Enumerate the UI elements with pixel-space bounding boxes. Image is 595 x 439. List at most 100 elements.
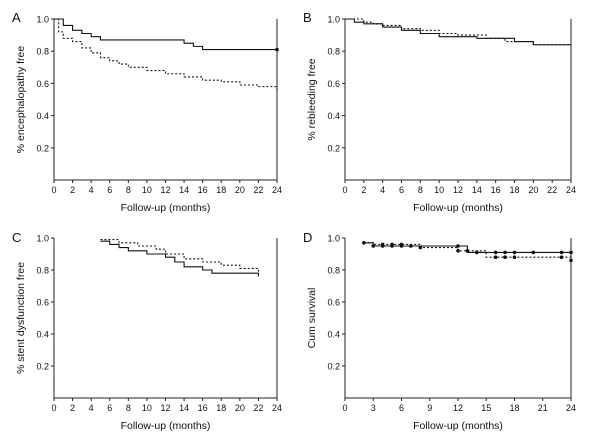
x-tick-label: 8 — [418, 185, 423, 195]
x-tick-label: 0 — [51, 403, 56, 413]
y-tick-label: 0.4 — [36, 330, 49, 340]
survival-curve-solid — [54, 18, 277, 51]
censor-marker — [399, 242, 404, 247]
censor-marker — [493, 255, 498, 259]
x-tick-label: 6 — [107, 185, 112, 195]
x-tick-label: 9 — [427, 403, 432, 413]
x-tick-label: 14 — [472, 185, 482, 195]
x-tick-label: 14 — [179, 185, 189, 195]
x-tick-label: 24 — [272, 185, 282, 195]
x-tick-label: 2 — [361, 185, 366, 195]
x-tick-label: 8 — [126, 403, 131, 413]
censor-marker — [531, 250, 536, 255]
y-tick-label: 0.6 — [327, 298, 340, 308]
censor-marker — [418, 245, 423, 250]
censor-marker — [275, 47, 279, 52]
y-axis-title: % encephalopathy free — [15, 46, 27, 154]
x-tick-label: 4 — [380, 185, 385, 195]
y-tick-label: 0.8 — [36, 47, 49, 57]
panel-a: A0 2 4 6 8 10 12 14 16 18 20 22 240.20.40.60.81.0Fol… — [12, 10, 282, 214]
x-tick-label: 16 — [491, 185, 501, 195]
x-tick-label: 22 — [253, 403, 263, 413]
censor-marker — [390, 242, 394, 247]
x-tick-label: 15 — [481, 403, 491, 413]
x-tick-label: 10 — [142, 403, 152, 413]
panel-d: D 0 3 6 9 12 15 18 21 24 0.2 0.4 0.6 0.8 1.0 Follow-up … — [303, 230, 576, 432]
censor-marker — [503, 250, 507, 255]
y-tick-label: 0.4 — [327, 330, 340, 340]
x-tick-label: 3 — [371, 403, 376, 413]
x-tick-label: 20 — [235, 403, 245, 413]
censor-marker — [569, 250, 573, 255]
panel-label: D — [303, 230, 312, 245]
censor-marker — [456, 244, 460, 248]
censor-marker — [475, 250, 479, 255]
x-axis-title: Follow-up (months) — [121, 202, 211, 214]
panel-b: B0 2 4 6 8 10 12 14 16 18 20 22 240.20.40.60.81.0Fol… — [303, 10, 576, 214]
x-tick-label: 20 — [235, 185, 245, 195]
x-tick-label: 10 — [142, 185, 152, 195]
y-tick-label: 0.4 — [327, 111, 340, 121]
x-tick-label: 24 — [566, 403, 576, 413]
x-tick-label: 24 — [272, 403, 282, 413]
x-tick-label: 18 — [509, 185, 519, 195]
censor-marker — [512, 250, 517, 255]
y-tick-label: 1.0 — [36, 234, 49, 244]
x-tick-label: 2 — [70, 185, 75, 195]
y-tick-label: 0.2 — [327, 362, 340, 372]
panel-label: C — [12, 230, 21, 245]
censor-marker — [409, 244, 413, 248]
panel-label: B — [303, 10, 312, 25]
x-tick-label: 22 — [547, 185, 557, 195]
x-tick-label: 8 — [126, 185, 131, 195]
x-tick-label: 12 — [160, 403, 170, 413]
x-axis-title: Follow-up (months) — [413, 420, 503, 432]
x-tick-label: 22 — [253, 185, 263, 195]
y-tick-label: 0.8 — [36, 266, 49, 276]
x-tick-label: 0 — [51, 185, 56, 195]
x-tick-label: 0 — [342, 185, 347, 195]
survival-curve-solid — [345, 18, 571, 46]
censor-marker — [362, 241, 366, 245]
censor-marker — [371, 244, 376, 248]
survival-curve-solid — [100, 240, 259, 277]
survival-curve-dotted — [345, 18, 571, 46]
x-tick-label: 18 — [216, 185, 226, 195]
y-axis-title: Cum survival — [306, 288, 318, 349]
x-tick-label: 6 — [399, 185, 404, 195]
censor-marker — [559, 250, 564, 255]
x-axis-title: Follow-up (months) — [121, 420, 211, 432]
x-tick-label: 18 — [216, 403, 226, 413]
survival-curve-dotted — [100, 239, 259, 272]
x-tick-label: 0 — [342, 403, 347, 413]
censor-marker — [569, 258, 573, 263]
x-tick-label: 4 — [89, 185, 94, 195]
y-tick-label: 1.0 — [36, 15, 49, 25]
censor-marker — [493, 250, 498, 255]
x-tick-label: 12 — [160, 185, 170, 195]
x-tick-label: 4 — [89, 403, 94, 413]
y-tick-label: 0.2 — [36, 143, 49, 153]
panel-label: A — [12, 10, 21, 25]
x-tick-label: 16 — [198, 185, 208, 195]
x-tick-label: 2 — [70, 403, 75, 413]
survival-curve-dotted — [54, 18, 278, 90]
y-tick-label: 1.0 — [327, 234, 340, 244]
y-tick-label: 0.2 — [36, 362, 49, 372]
x-tick-label: 6 — [399, 403, 404, 413]
y-tick-label: 0.6 — [36, 298, 49, 308]
x-tick-label: 16 — [198, 403, 208, 413]
panel-c: C0 2 4 6 8 10 12 14 16 18 20 22 240.20.40.60.81.0Fol… — [12, 230, 282, 432]
censor-marker — [380, 242, 385, 247]
censor-marker — [456, 249, 460, 253]
x-tick-label: 14 — [179, 403, 189, 413]
y-tick-label: 0.8 — [327, 47, 340, 57]
x-tick-label: 12 — [453, 185, 463, 195]
x-tick-label: 21 — [538, 403, 548, 413]
x-tick-label: 20 — [528, 185, 538, 195]
y-tick-label: 0.2 — [327, 143, 340, 153]
y-axis-title: % rebleeding free — [306, 58, 318, 140]
y-tick-label: 0.4 — [36, 111, 49, 121]
x-tick-label: 18 — [509, 403, 519, 413]
